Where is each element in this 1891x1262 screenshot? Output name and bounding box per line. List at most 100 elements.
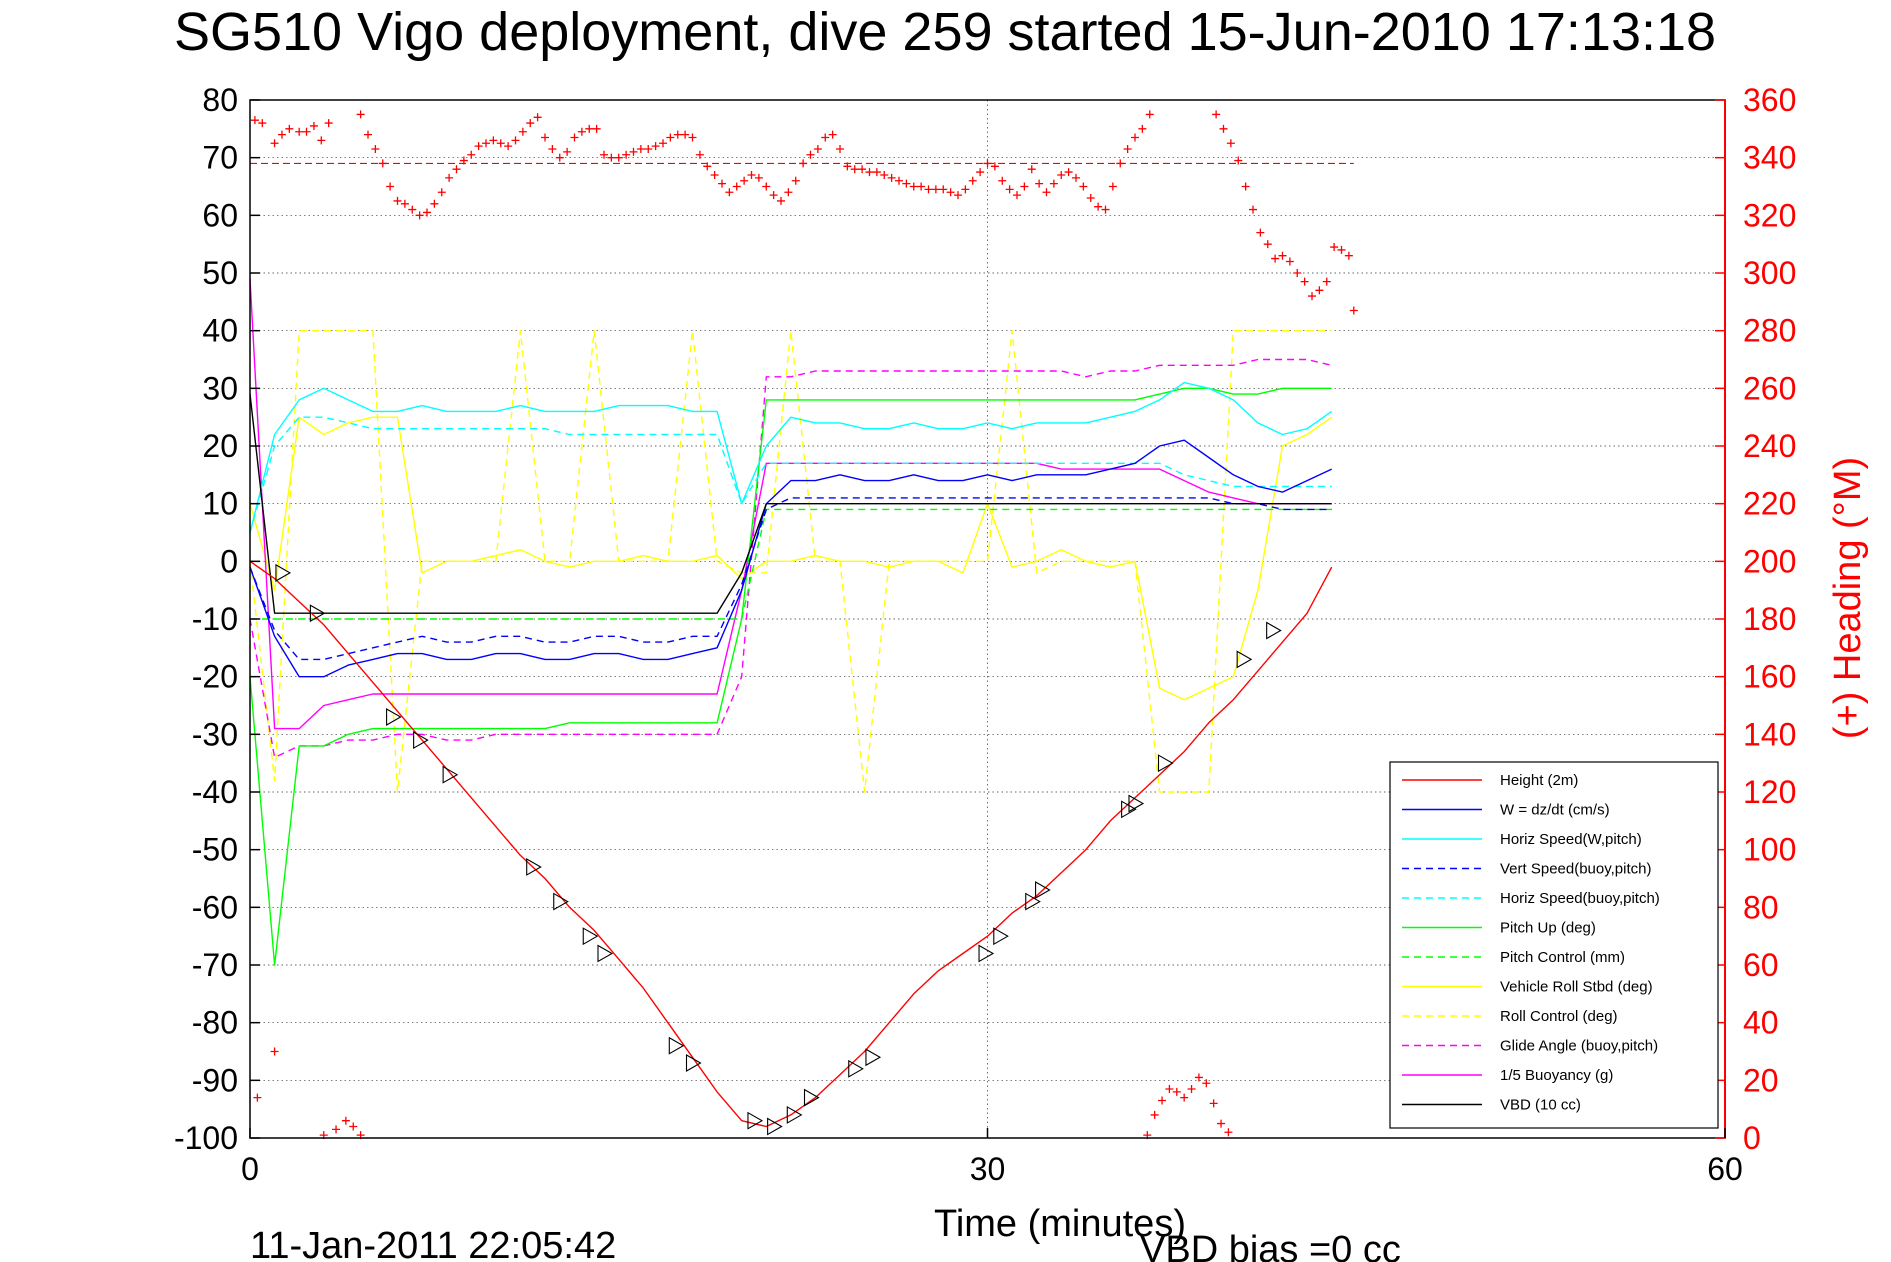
- heading-point: [1020, 182, 1029, 191]
- y-right-tick-label: 300: [1743, 255, 1796, 291]
- heading-point: [924, 185, 933, 194]
- y-tick-label: 10: [202, 486, 238, 522]
- series-line: [249, 330, 1332, 793]
- series-line: [249, 560, 1333, 1128]
- heading-point: [703, 162, 712, 171]
- heading-point: [673, 130, 682, 139]
- depth-marker: [1266, 621, 1282, 640]
- heading-point: [1330, 243, 1339, 252]
- depth-marker: [1128, 794, 1145, 813]
- y-axis-right-label: (+) Heading (°M): [1827, 457, 1869, 739]
- heading-point: [1094, 202, 1103, 211]
- y-right-tick-label: 320: [1743, 197, 1796, 233]
- y-right-tick-label: 60: [1743, 947, 1779, 983]
- depth-marker: [685, 1054, 702, 1072]
- heading-point: [1344, 251, 1353, 260]
- heading-point: [644, 145, 653, 154]
- y-tick-label: -20: [192, 659, 238, 695]
- heading-point: [1108, 182, 1117, 191]
- heading-point: [1123, 145, 1132, 154]
- y-tick-label: -70: [192, 947, 238, 983]
- heading-point: [1278, 251, 1287, 260]
- heading-point: [317, 136, 326, 145]
- x-tick-label: 0: [241, 1151, 259, 1187]
- y-tick-label: 40: [202, 313, 238, 349]
- heading-point: [614, 153, 623, 162]
- heading-point: [659, 139, 667, 148]
- depth-marker: [386, 708, 402, 726]
- y-right-tick-label: 80: [1743, 889, 1779, 925]
- depth-marker: [803, 1088, 820, 1107]
- legend-label: Height (2m): [1500, 772, 1578, 789]
- footer-vbd-bias: VBD bias =0 cc: [1140, 1229, 1401, 1262]
- heading-point: [1172, 1087, 1181, 1096]
- depth-marker: [309, 604, 326, 623]
- legend-label: Pitch Control (mm): [1500, 949, 1625, 966]
- heading-point: [1057, 170, 1066, 179]
- series-line: [249, 278, 1332, 730]
- heading-point: [393, 196, 402, 205]
- y-tick-label: -30: [192, 716, 238, 752]
- depth-marker: [865, 1048, 882, 1067]
- heading-point: [1209, 1099, 1218, 1108]
- heading-point: [1315, 286, 1324, 295]
- heading-point: [887, 173, 896, 182]
- depth-marker: [582, 927, 599, 946]
- series-layer: [249, 278, 1333, 1128]
- heading-point: [983, 159, 992, 168]
- heading-point: [332, 1125, 341, 1134]
- heading-point: [629, 147, 638, 156]
- heading-point: [1180, 1093, 1189, 1102]
- heading-point: [784, 188, 793, 197]
- series-line: [250, 508, 1332, 620]
- series-line: [249, 394, 1332, 614]
- heading-point: [1226, 139, 1235, 148]
- depth-marker: [442, 765, 459, 784]
- heading-point: [386, 182, 395, 191]
- heading-point: [585, 124, 594, 133]
- heading-point: [364, 130, 372, 139]
- series-line: [249, 416, 1333, 701]
- heading-point: [1285, 257, 1294, 266]
- y-tick-label: -90: [192, 1062, 238, 1098]
- series-line: [249, 358, 1332, 759]
- series-line: [249, 387, 1332, 966]
- series-line: [249, 416, 1332, 533]
- heading-point: [496, 139, 505, 148]
- heading-point: [324, 119, 333, 128]
- heading-point: [1217, 1119, 1226, 1128]
- heading-point: [437, 188, 446, 197]
- heading-point: [762, 182, 771, 191]
- heading-point: [423, 208, 431, 217]
- heading-point: [295, 127, 304, 136]
- depth-marker: [767, 1117, 783, 1136]
- heading-point: [821, 133, 830, 142]
- heading-point: [1241, 182, 1250, 191]
- heading-point: [1349, 306, 1358, 315]
- heading-point: [250, 116, 259, 125]
- heading-point: [563, 147, 572, 156]
- y-tick-label: 80: [202, 82, 238, 118]
- heading-point: [777, 196, 785, 205]
- heading-point: [939, 185, 948, 194]
- depth-marker: [1157, 754, 1174, 773]
- depth-marker: [747, 1111, 764, 1130]
- heading-point: [828, 130, 837, 139]
- y-right-tick-label: 360: [1743, 82, 1796, 118]
- legend: Height (2m) W = dz/dt (cm/s) Horiz Speed(W…: [1389, 761, 1719, 1129]
- y-tick-label: 60: [202, 197, 238, 233]
- heading-point: [277, 130, 286, 139]
- y-axis-left: 80 70 60 50 40 30 20 10 0 -10 -20 -30 -40 -50 -60 -70 -8…: [174, 82, 260, 1156]
- heading-point: [1224, 1128, 1233, 1137]
- depth-marker: [526, 858, 542, 876]
- heading-point: [732, 182, 741, 191]
- heading-point: [850, 165, 859, 174]
- heading-point: [341, 1116, 350, 1125]
- heading-point: [302, 127, 311, 136]
- heading-point: [1150, 1110, 1159, 1119]
- heading-point: [285, 124, 294, 133]
- depth-marker: [668, 1036, 685, 1055]
- heading-point: [858, 165, 867, 174]
- legend-label: Horiz Speed(buoy,pitch): [1500, 890, 1660, 907]
